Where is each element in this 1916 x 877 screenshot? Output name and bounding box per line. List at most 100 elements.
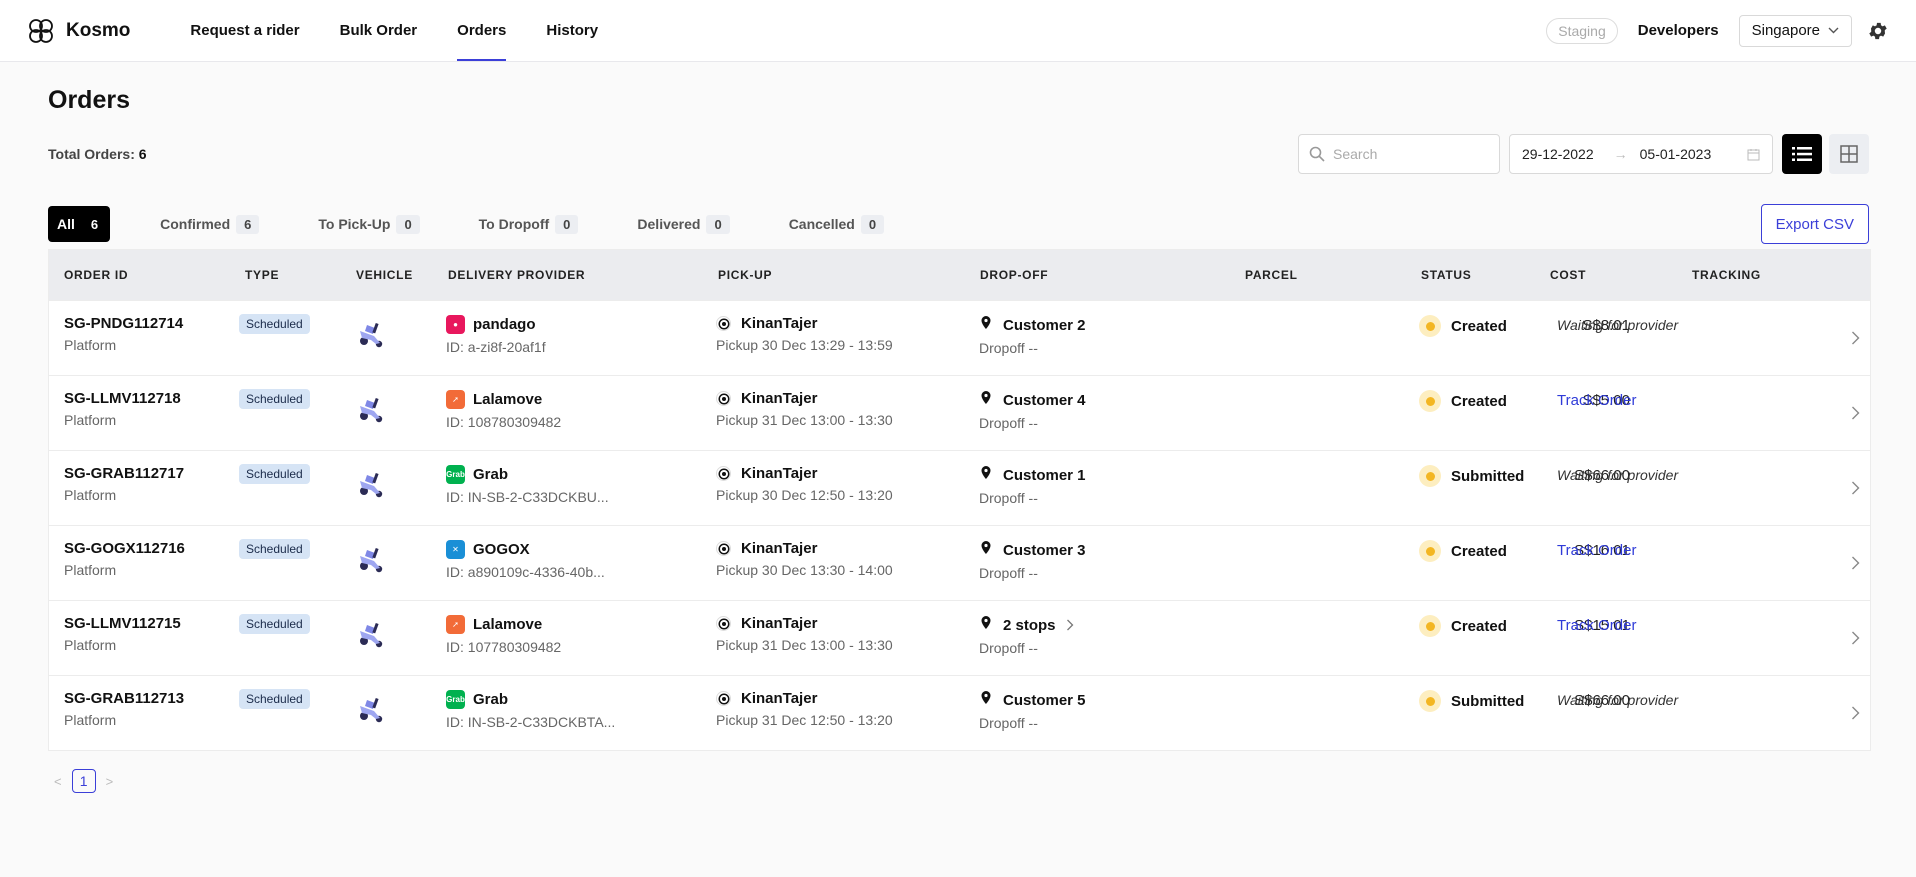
region-select[interactable]: Singapore <box>1738 14 1852 47</box>
col-dropoff[interactable]: DROP-OFF <box>980 268 1049 282</box>
chevron-right-icon[interactable] <box>1851 631 1860 650</box>
nav-bulk-order[interactable]: Bulk Order <box>339 22 418 39</box>
pickup-point-icon <box>716 616 731 631</box>
chevron-right-icon[interactable] <box>1851 556 1860 575</box>
prev-page-icon[interactable]: < <box>54 773 62 789</box>
tab-count: 6 <box>90 216 99 232</box>
provider-logo-icon: Grab <box>446 690 465 709</box>
scooter-icon <box>354 392 388 431</box>
table-row[interactable]: SG-LLMV112718 Platform Scheduled ➚ Lalamove I… <box>49 375 1870 450</box>
col-type[interactable]: TYPE <box>245 268 280 282</box>
table-row[interactable]: SG-LLMV112715 Platform Scheduled ➚ Lalamove I… <box>49 600 1870 675</box>
nav-request-rider[interactable]: Request a rider <box>190 22 300 39</box>
developers-link[interactable]: Developers <box>1637 22 1719 39</box>
chevron-right-icon[interactable] <box>1851 481 1860 500</box>
track-order-link[interactable]: Track Order <box>1557 542 1637 559</box>
pickup-cell: KinanTajer Pickup 31 Dec 13:00 - 13:30 <box>716 390 893 428</box>
date-from[interactable]: 29-12-2022 <box>1522 146 1594 162</box>
date-to[interactable]: 05-01-2023 <box>1639 146 1712 162</box>
table-row[interactable]: SG-GRAB112717 Platform Scheduled Grab Grab ID… <box>49 450 1870 525</box>
status-cell: Created <box>1419 315 1507 337</box>
pickup-name: KinanTajer <box>741 390 818 407</box>
order-id[interactable]: SG-GRAB112717 <box>64 465 185 482</box>
dropoff-name: Customer 5 <box>1003 691 1086 709</box>
settings-gear-icon[interactable] <box>1866 19 1890 43</box>
order-id[interactable]: SG-LLMV112718 <box>64 390 181 407</box>
list-view-button[interactable] <box>1782 134 1822 174</box>
main-nav: Request a rider Bulk Order Orders Histor… <box>170 0 618 61</box>
status-dot-icon <box>1419 690 1441 712</box>
tab-to-dropoff[interactable]: To Dropoff 0 <box>471 206 587 242</box>
pickup-point-icon <box>716 541 731 556</box>
chevron-right-icon[interactable] <box>1851 331 1860 350</box>
order-id-cell: SG-PNDG112714 Platform <box>64 315 183 353</box>
tab-count: 6 <box>236 214 260 234</box>
type-cell: Scheduled <box>239 689 310 709</box>
date-range-picker[interactable]: 29-12-2022 → 05-01-2023 <box>1509 134 1773 174</box>
location-pin-icon <box>979 540 993 560</box>
col-order-id[interactable]: ORDER ID <box>64 268 129 282</box>
tab-cancelled[interactable]: Cancelled 0 <box>781 206 892 242</box>
nav-history[interactable]: History <box>546 22 599 39</box>
table-header: ORDER ID TYPE VEHICLE DELIVERY PROVIDER … <box>49 250 1870 300</box>
table-row[interactable]: SG-GRAB112713 Platform Scheduled Grab Grab ID… <box>49 675 1870 750</box>
dropoff-cell: Customer 4 Dropoff -- <box>979 390 1086 431</box>
col-pickup[interactable]: PICK-UP <box>718 268 773 282</box>
calendar-icon <box>1747 148 1760 160</box>
col-status[interactable]: STATUS <box>1421 268 1472 282</box>
search-box[interactable]: Search <box>1298 134 1500 174</box>
tab-label: Cancelled <box>788 216 855 232</box>
dropoff-time: Dropoff -- <box>979 415 1038 431</box>
provider-cell: ● pandago ID: a-zi8f-20af1f <box>446 315 546 355</box>
chevron-right-icon[interactable] <box>1851 406 1860 425</box>
status-dot-icon <box>1419 615 1441 637</box>
type-badge: Scheduled <box>239 314 310 334</box>
dropoff-cell: Customer 2 Dropoff -- <box>979 315 1086 356</box>
tab-count: 0 <box>860 214 885 234</box>
pickup-time: Pickup 30 Dec 12:50 - 13:20 <box>716 487 893 503</box>
status-dot-icon <box>1419 390 1441 412</box>
col-delivery-provider[interactable]: DELIVERY PROVIDER <box>448 268 586 282</box>
provider-order-id: ID: 107780309482 <box>446 639 562 655</box>
status-cell: Submitted <box>1419 465 1524 487</box>
order-id[interactable]: SG-GOGX112716 <box>64 540 185 557</box>
col-parcel[interactable]: PARCEL <box>1245 268 1298 282</box>
tab-label: Delivered <box>637 216 701 232</box>
tab-confirmed[interactable]: Confirmed 6 <box>152 206 267 242</box>
chevron-right-icon[interactable] <box>1066 619 1074 631</box>
order-id[interactable]: SG-PNDG112714 <box>64 315 184 332</box>
col-vehicle[interactable]: VEHICLE <box>356 268 413 282</box>
export-csv-button[interactable]: Export CSV <box>1760 204 1869 244</box>
order-id[interactable]: SG-LLMV112715 <box>64 615 181 632</box>
next-page-icon[interactable]: > <box>105 773 114 789</box>
pickup-cell: KinanTajer Pickup 30 Dec 13:29 - 13:59 <box>716 315 893 353</box>
dropoff-time: Dropoff -- <box>979 490 1038 506</box>
tab-count: 0 <box>396 214 420 234</box>
status-label: Submitted <box>1451 692 1525 710</box>
table-row[interactable]: SG-PNDG112714 Platform Scheduled ● pandago ID… <box>49 300 1870 375</box>
pickup-point-icon <box>716 391 731 406</box>
cost-value: S$66.00 <box>1574 467 1630 484</box>
app-logo[interactable]: Kosmo <box>26 16 130 46</box>
track-order-link[interactable]: Track Order <box>1557 392 1637 409</box>
grid-view-button[interactable] <box>1829 134 1869 174</box>
arrow-right-icon: → <box>1613 146 1628 162</box>
col-tracking[interactable]: TRACKING <box>1692 268 1761 282</box>
page-number[interactable]: 1 <box>71 769 96 793</box>
location-pin-icon <box>979 315 993 335</box>
order-id[interactable]: SG-GRAB112713 <box>64 690 185 707</box>
kosmo-logo-icon <box>29 18 53 43</box>
tab-delivered[interactable]: Delivered 0 <box>629 206 737 242</box>
cost-value: S$66.00 <box>1574 692 1630 709</box>
total-orders-value: 6 <box>138 146 147 162</box>
dropoff-time: Dropoff -- <box>979 640 1038 656</box>
cost-value: S$8.01 <box>1582 317 1630 334</box>
tab-to-pickup[interactable]: To Pick-Up 0 <box>310 206 427 242</box>
track-order-link[interactable]: Track Order <box>1557 617 1637 634</box>
table-row[interactable]: SG-GOGX112716 Platform Scheduled ✕ GOGOX ID: … <box>49 525 1870 600</box>
pagination: < 1 > <box>54 769 1869 793</box>
chevron-right-icon[interactable] <box>1851 706 1860 725</box>
col-cost[interactable]: COST <box>1550 268 1587 282</box>
tab-all[interactable]: All 6 <box>48 206 111 242</box>
nav-orders[interactable]: Orders <box>437 0 526 61</box>
